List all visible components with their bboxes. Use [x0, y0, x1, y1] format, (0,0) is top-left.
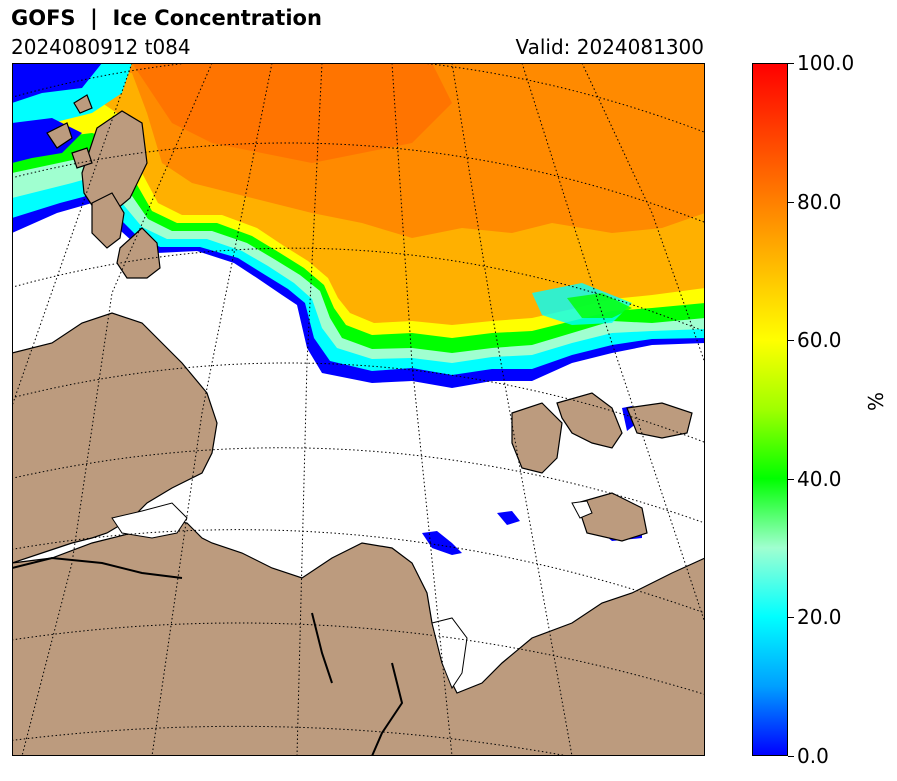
land-island-west [91, 192, 125, 249]
run-time-label: 2024080912 t084 [11, 35, 191, 59]
valid-time-label: Valid: 2024081300 [515, 35, 704, 59]
ice-patch-kara [422, 531, 462, 555]
land-greenland-region [81, 110, 148, 214]
sea-ice-field [12, 63, 705, 388]
rivers [12, 556, 404, 756]
land-russia-west [12, 312, 218, 564]
colorbar-tick-label: 20.0 [797, 605, 842, 630]
colorbar-tick-label: 80.0 [797, 189, 842, 214]
land-novaya-zemlya-south [511, 402, 563, 474]
map-title: GOFS | Ice Concentration [11, 6, 322, 30]
colorbar-tick-label: 100.0 [797, 51, 855, 75]
colorbar [752, 63, 788, 756]
colorbar-tick [788, 756, 794, 757]
colorbar-unit-label: % [864, 391, 888, 411]
colorbar-tick [788, 340, 794, 342]
colorbar-tick-label: 60.0 [797, 328, 842, 353]
colorbar-tick [788, 617, 794, 619]
colorbar-tick-label: 0.0 [797, 744, 829, 768]
colorbar-tick-label: 40.0 [797, 466, 842, 491]
land-island-small-2 [73, 94, 93, 114]
colorbar-tick [788, 201, 794, 203]
land-island-central [116, 227, 161, 279]
land-island-north [71, 147, 93, 169]
colorbar-tick [788, 63, 794, 64]
land-novaya-zemlya-north [556, 392, 623, 449]
graticule [12, 63, 705, 756]
ice-concentration-map [12, 63, 705, 756]
ice-patch-island [497, 511, 520, 525]
land-masses [12, 94, 705, 756]
land-island-small-1 [46, 122, 73, 149]
land-peninsula [576, 492, 648, 542]
land-island-east [626, 402, 693, 439]
colorbar-tick [788, 478, 794, 480]
